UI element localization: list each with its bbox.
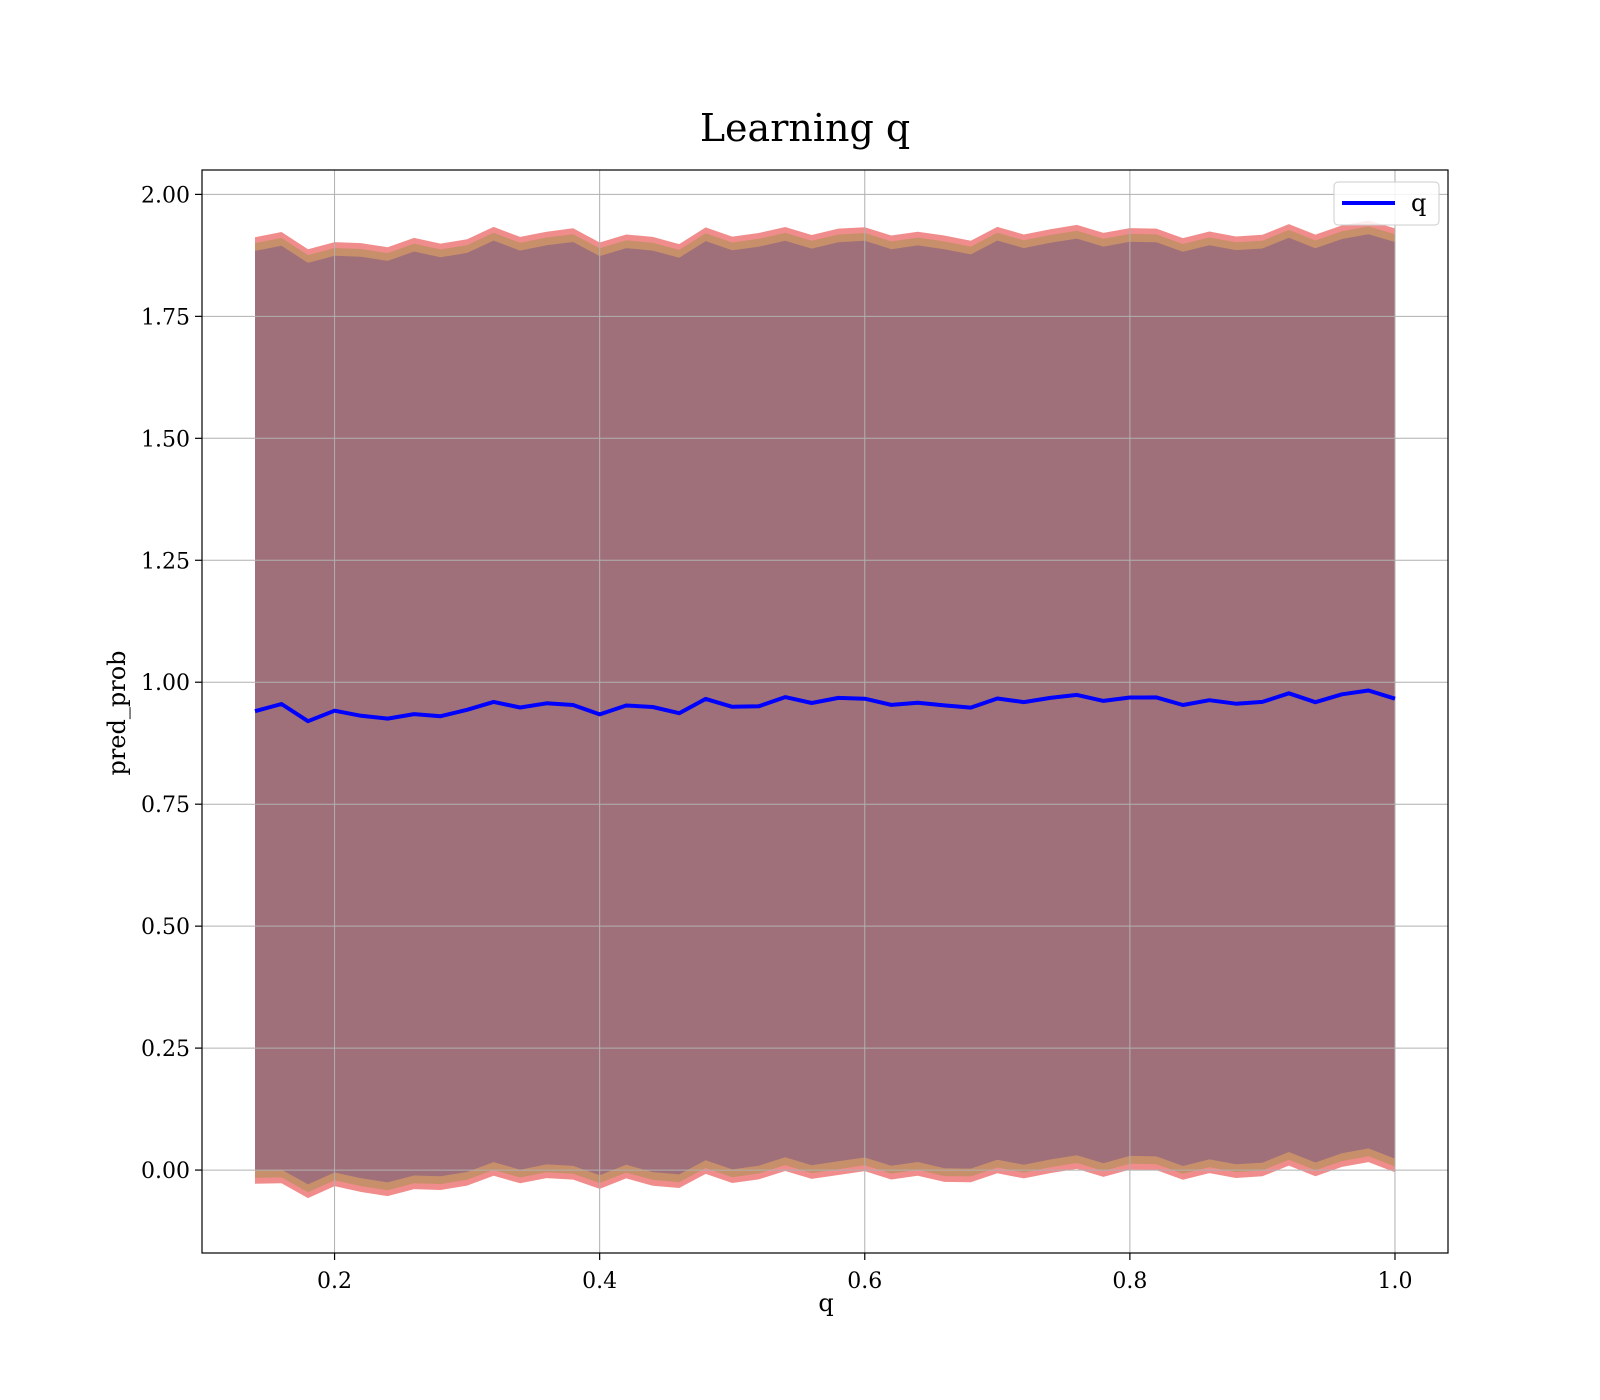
x-tick-label: 0.6 [847, 1269, 882, 1294]
y-axis: 0.00 0.25 0.50 0.75 1.00 1.25 1.50 1.75 2.00 [141, 183, 202, 1184]
y-tick-label: 0.00 [141, 1159, 190, 1184]
y-tick-label: 1.25 [141, 549, 190, 574]
legend-entry-q: q [1411, 189, 1426, 217]
x-tick-label: 0.2 [317, 1269, 352, 1294]
x-tick-label: 0.8 [1112, 1269, 1147, 1294]
plot-frame [201, 169, 1449, 1254]
y-tick-label: 1.50 [141, 427, 190, 452]
y-tick-label: 0.25 [141, 1037, 190, 1062]
x-tick-label: 0.4 [582, 1269, 617, 1294]
y-tick-label: 1.75 [141, 305, 190, 330]
y-axis-label: pred_prob [103, 650, 131, 775]
y-tick-label: 0.50 [141, 915, 190, 940]
y-tick-label: 1.00 [141, 671, 190, 696]
plot-area [201, 169, 1449, 1254]
series-line-q [254, 688, 1396, 724]
x-axis: 0.2 0.4 0.6 0.8 1.0 [317, 1253, 1412, 1294]
chart-title: Learning q [700, 106, 910, 150]
band-inner [255, 234, 1395, 1185]
y-tick-label: 2.00 [141, 183, 190, 208]
x-tick-label: 1.0 [1377, 1269, 1412, 1294]
x-axis-label: q [818, 1289, 833, 1317]
y-tick-label: 0.75 [141, 793, 190, 818]
legend: q [1333, 181, 1440, 226]
